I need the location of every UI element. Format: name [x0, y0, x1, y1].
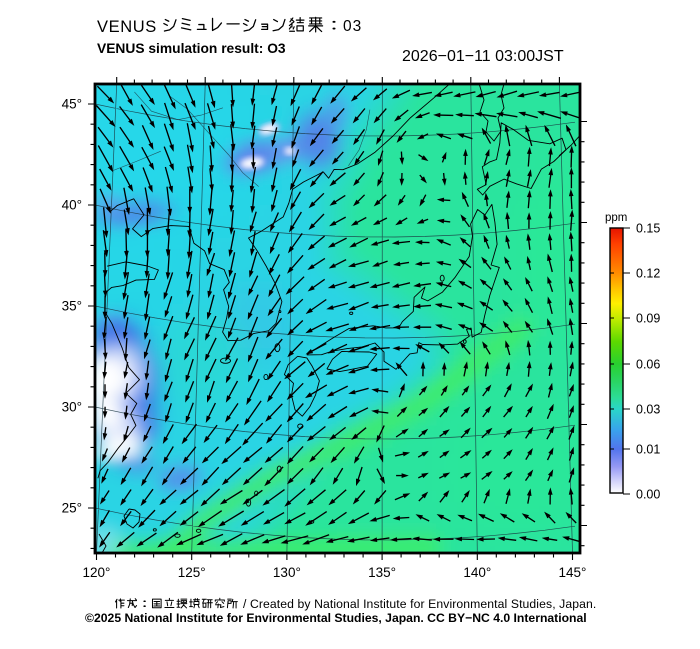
svg-text:25°: 25° — [62, 501, 82, 516]
svg-text:140°: 140° — [463, 565, 491, 580]
svg-text:0.01: 0.01 — [636, 443, 660, 457]
svg-text:©2025 National Institute for E: ©2025 National Institute for Environment… — [85, 611, 587, 625]
svg-text:ppm: ppm — [605, 212, 627, 224]
svg-text:/ Created by National Institut: / Created by National Institute for Envi… — [243, 597, 596, 611]
svg-text:30°: 30° — [62, 400, 82, 415]
svg-text:2026−01−11 03:00JST: 2026−01−11 03:00JST — [402, 48, 564, 65]
svg-text:135°: 135° — [368, 565, 396, 580]
svg-text:40°: 40° — [62, 198, 82, 213]
svg-text:0.09: 0.09 — [636, 312, 660, 326]
svg-text:45°: 45° — [62, 97, 82, 112]
svg-text:125°: 125° — [178, 565, 206, 580]
svg-text:VENUS simulation result: O3: VENUS simulation result: O3 — [97, 41, 286, 56]
svg-text:0.06: 0.06 — [636, 358, 660, 372]
svg-text:120°: 120° — [83, 565, 111, 580]
svg-text:0.15: 0.15 — [636, 222, 660, 236]
svg-text:35°: 35° — [62, 299, 82, 314]
svg-text:03: 03 — [343, 18, 362, 35]
svg-text:0.12: 0.12 — [636, 267, 660, 281]
svg-text:145°: 145° — [559, 565, 587, 580]
svg-text:0.03: 0.03 — [636, 403, 660, 417]
svg-text:0.00: 0.00 — [636, 488, 660, 502]
svg-text:VENUS: VENUS — [97, 18, 157, 36]
svg-text:130°: 130° — [273, 565, 301, 580]
